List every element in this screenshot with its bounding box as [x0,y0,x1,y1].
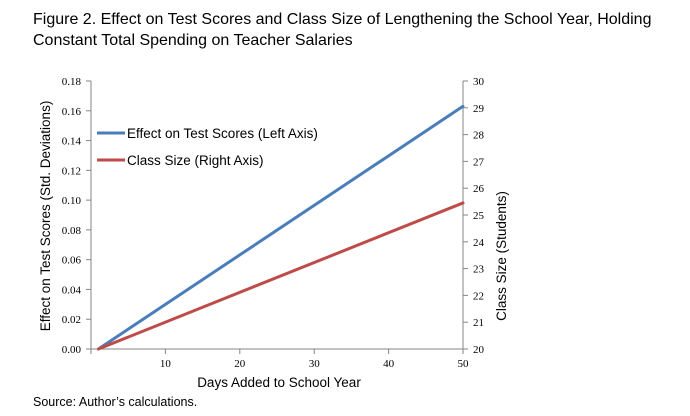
right-tick-label: 22 [473,290,484,302]
left-tick-label: 0.14 [62,136,82,148]
left-tick-label: 0.00 [62,344,82,356]
right-tick-label: 24 [473,237,485,249]
chart-axes [90,81,464,350]
right-tick-label: 30 [473,76,485,88]
source-note: Source: Author’s calculations. [33,395,198,409]
left-tick-label: 0.16 [62,106,82,118]
right-tick-label: 25 [473,210,485,222]
x-tick-label: 10 [160,358,172,370]
x-tick-label: 30 [309,358,321,370]
x-tick-label: 40 [383,358,395,370]
left-tick-label: 0.12 [62,165,81,177]
left-axis-ticks: 0.00 0.02 0.04 0.06 0.08 0.10 0.12 0.14 0.16 0.18 [62,76,91,356]
right-tick-label: 28 [473,130,485,142]
chart-title: Figure 2. Effect on Test Scores and Clas… [33,11,652,49]
legend-label: Class Size (Right Axis) [127,153,264,168]
right-tick-label: 21 [473,317,484,329]
right-tick-label: 26 [473,183,485,195]
right-tick-label: 23 [473,264,485,276]
right-tick-label: 20 [473,344,485,356]
legend-label: Effect on Test Scores (Left Axis) [127,126,318,141]
right-axis-title: Class Size (Students) [494,191,509,321]
chart-series [96,104,465,351]
x-axis-ticks: 10 20 30 40 50 [90,349,470,370]
x-tick-label: 50 [458,358,470,370]
right-tick-label: 27 [473,156,485,168]
left-tick-label: 0.06 [62,255,82,267]
x-axis-title: Days Added to School Year [197,375,361,390]
chart-legend: Effect on Test Scores (Left Axis) Class S… [97,126,318,168]
left-tick-label: 0.10 [62,195,82,207]
right-tick-label: 29 [473,103,485,115]
series-line-class-size [96,201,465,351]
left-tick-label: 0.18 [62,76,82,88]
x-tick-label: 20 [234,358,246,370]
left-tick-label: 0.04 [62,284,82,296]
series-line-test-scores [96,104,465,351]
left-tick-label: 0.02 [62,314,81,326]
right-axis-ticks: 20 21 22 23 24 25 26 27 28 29 30 [463,76,485,356]
left-axis-title: Effect on Test Scores (Std. Deviations) [38,101,53,332]
left-tick-label: 0.08 [62,225,82,237]
